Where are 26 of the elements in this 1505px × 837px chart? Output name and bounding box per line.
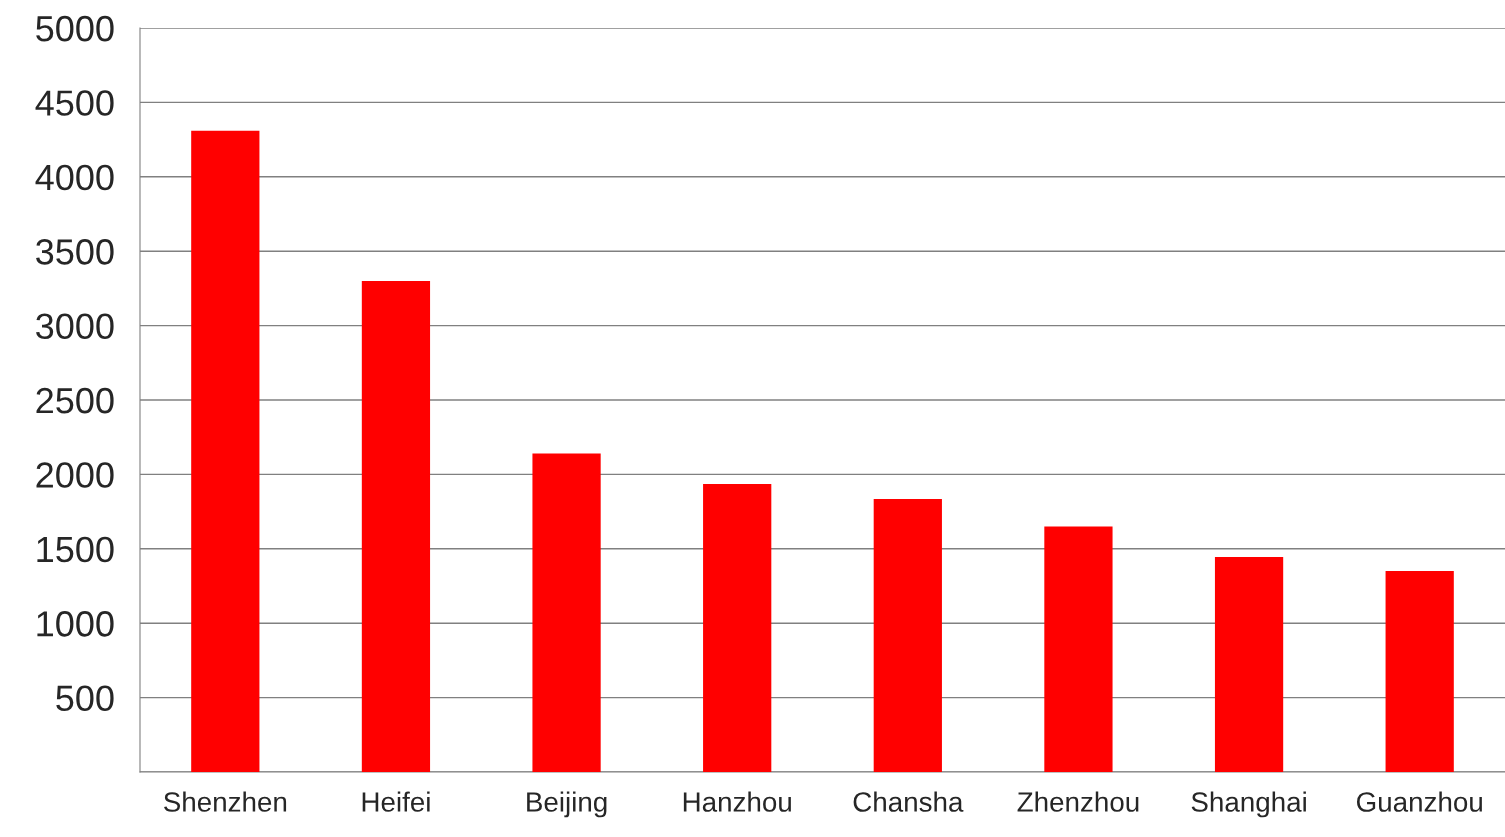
- x-tick-label: Heifei: [362, 791, 430, 812]
- bar: [532, 453, 601, 772]
- bar: [873, 498, 942, 772]
- y-tick-label: 1000: [37, 611, 114, 637]
- bar: [1214, 556, 1284, 772]
- y-tick-label: 2000: [36, 462, 114, 488]
- bar: [703, 484, 772, 772]
- x-tick-label: Shenzhen: [164, 791, 287, 812]
- x-tick-label: Guanzhou: [1357, 791, 1482, 812]
- bar: [191, 130, 260, 772]
- y-tick-label: 1500: [37, 536, 114, 563]
- y-tick-label: 3500: [36, 239, 114, 265]
- x-tick-label: Hanzhou: [683, 791, 791, 812]
- bar: [361, 280, 431, 772]
- x-tick-label: Beijing: [527, 791, 607, 818]
- y-tick-label: 3000: [36, 313, 114, 340]
- x-tick-label: Chansha: [853, 791, 964, 812]
- bar: [1385, 571, 1454, 772]
- y-tick-label: 4500: [35, 90, 114, 116]
- x-tick-label: Zhenzhou: [1017, 791, 1139, 812]
- bar: [1044, 526, 1113, 772]
- y-tick-label: 500: [56, 685, 114, 712]
- y-tick-label: 5000: [36, 15, 114, 42]
- x-tick-label: Shanghai: [1191, 791, 1306, 818]
- y-tick-label: 4000: [35, 164, 114, 191]
- y-tick-label: 2500: [36, 387, 114, 414]
